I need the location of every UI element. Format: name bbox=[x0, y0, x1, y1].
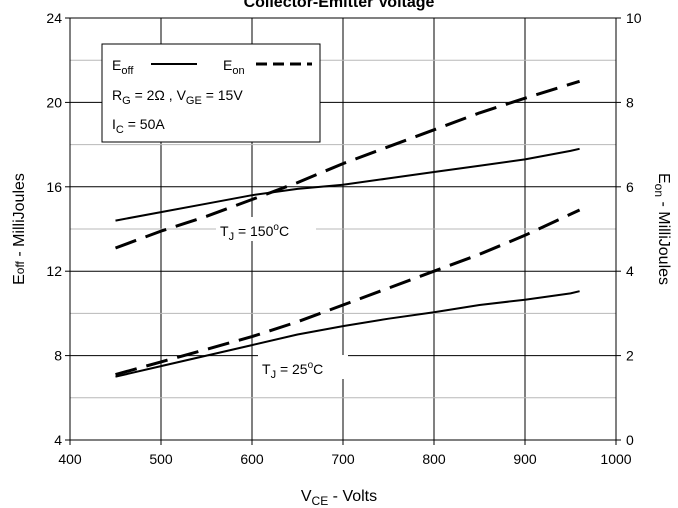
annotation-tj25: TJ = 25oC bbox=[262, 360, 323, 381]
y-axis-title-left-rest: - MilliJoules bbox=[11, 173, 28, 261]
series-eon-tj25-line bbox=[115, 208, 581, 377]
annotation-tj150-rest: C bbox=[279, 223, 289, 239]
annotation-tj150: TJ = 150oC bbox=[220, 222, 289, 243]
y-axis-title-right-rest: - MilliJoules bbox=[655, 197, 672, 285]
x-tick-label-900: 900 bbox=[513, 451, 537, 467]
series-eon-tj150-line bbox=[114, 79, 581, 250]
y-axis-title-left-main: E bbox=[11, 274, 28, 285]
y-axis-title-right: Eon - MilliJoules bbox=[652, 173, 672, 285]
x-tick-label-1000: 1000 bbox=[600, 451, 631, 467]
y-axis-title-left: Eoff - MilliJoules bbox=[11, 173, 28, 285]
legend-vge-rest: = 15V bbox=[202, 87, 244, 103]
y-right-tick-label-8: 8 bbox=[626, 94, 634, 110]
annotation-tj150-main: T bbox=[220, 223, 229, 239]
y-left-tick-label-12: 12 bbox=[46, 263, 62, 279]
legend: Eoff Eon RG = 2Ω , VGE = 15V IC = 50A bbox=[101, 43, 321, 143]
x-tick-label-600: 600 bbox=[240, 451, 264, 467]
y-left-tick-label-8: 8 bbox=[54, 348, 62, 364]
y-right-tick-label-2: 2 bbox=[626, 348, 634, 364]
annotation-tj25-sup: o bbox=[308, 360, 314, 371]
x-axis-title-rest: - Volts bbox=[328, 488, 377, 505]
y-right-tick-label-10: 10 bbox=[626, 10, 642, 26]
x-tick-label-400: 400 bbox=[58, 451, 82, 467]
annotation-tj25-main: T bbox=[262, 361, 271, 377]
x-tick-label-800: 800 bbox=[422, 451, 446, 467]
annotation-tj25-bg bbox=[258, 355, 348, 379]
y-left-tick-label-24: 24 bbox=[46, 10, 62, 26]
legend-eoff-main: E bbox=[112, 57, 121, 73]
legend-eoff-label: Eoff bbox=[112, 57, 134, 77]
x-axis-title: VCE - Volts bbox=[301, 488, 377, 508]
series-eoff-tj25-line bbox=[115, 290, 580, 378]
legend-condition-rg-vge: RG = 2Ω , VGE = 15V bbox=[112, 87, 243, 107]
y-axis-title-right-main: E bbox=[655, 173, 672, 184]
legend-eon-label: Eon bbox=[223, 57, 245, 77]
legend-box bbox=[101, 43, 321, 143]
legend-ic-rest: = 50A bbox=[124, 116, 166, 132]
y-axis-title-right-sub: on bbox=[652, 184, 666, 197]
x-axis-title-main: V bbox=[301, 488, 312, 505]
y-left-tick-label-20: 20 bbox=[46, 94, 62, 110]
legend-rg-sub: G bbox=[122, 95, 131, 107]
grid bbox=[70, 18, 616, 440]
x-tick-label-700: 700 bbox=[331, 451, 355, 467]
y-axis-title-left-sub: off bbox=[13, 260, 27, 274]
legend-ic-sub: C bbox=[116, 124, 124, 136]
annotation-tj150-sub: J bbox=[229, 231, 235, 243]
legend-ic-main: I bbox=[112, 116, 116, 132]
legend-rg-main: R bbox=[112, 87, 122, 103]
series-group bbox=[114, 79, 581, 378]
legend-eon-main: E bbox=[223, 57, 232, 73]
annotation-tj150-bg bbox=[216, 217, 316, 241]
annotation-tj25-mid: = 25 bbox=[276, 361, 308, 377]
legend-rg-rest: = 2Ω , V bbox=[131, 87, 187, 103]
y-right-tick-label-6: 6 bbox=[626, 179, 634, 195]
annotation-tj25-sub: J bbox=[271, 369, 277, 381]
x-axis-title-sub: CE bbox=[312, 494, 329, 508]
y-right-tick-label-0: 0 bbox=[626, 432, 634, 448]
annotation-tj150-sup: o bbox=[273, 222, 279, 233]
y-left-tick-label-16: 16 bbox=[46, 179, 62, 195]
legend-vge-sub: GE bbox=[186, 95, 202, 107]
legend-eon-sub: on bbox=[232, 65, 244, 77]
x-tick-label-500: 500 bbox=[149, 451, 173, 467]
legend-eoff-sub: off bbox=[121, 65, 134, 77]
chart-title: Collector-Emitter Voltage bbox=[244, 0, 435, 11]
y-right-tick-label-4: 4 bbox=[626, 263, 634, 279]
annotation-tj150-mid: = 150 bbox=[234, 223, 274, 239]
annotation-tj25-rest: C bbox=[313, 361, 323, 377]
y-left-tick-label-4: 4 bbox=[54, 432, 62, 448]
plot-frame bbox=[69, 17, 617, 441]
legend-condition-ic: IC = 50A bbox=[112, 116, 165, 136]
series-eoff-tj150-line bbox=[115, 147, 580, 222]
